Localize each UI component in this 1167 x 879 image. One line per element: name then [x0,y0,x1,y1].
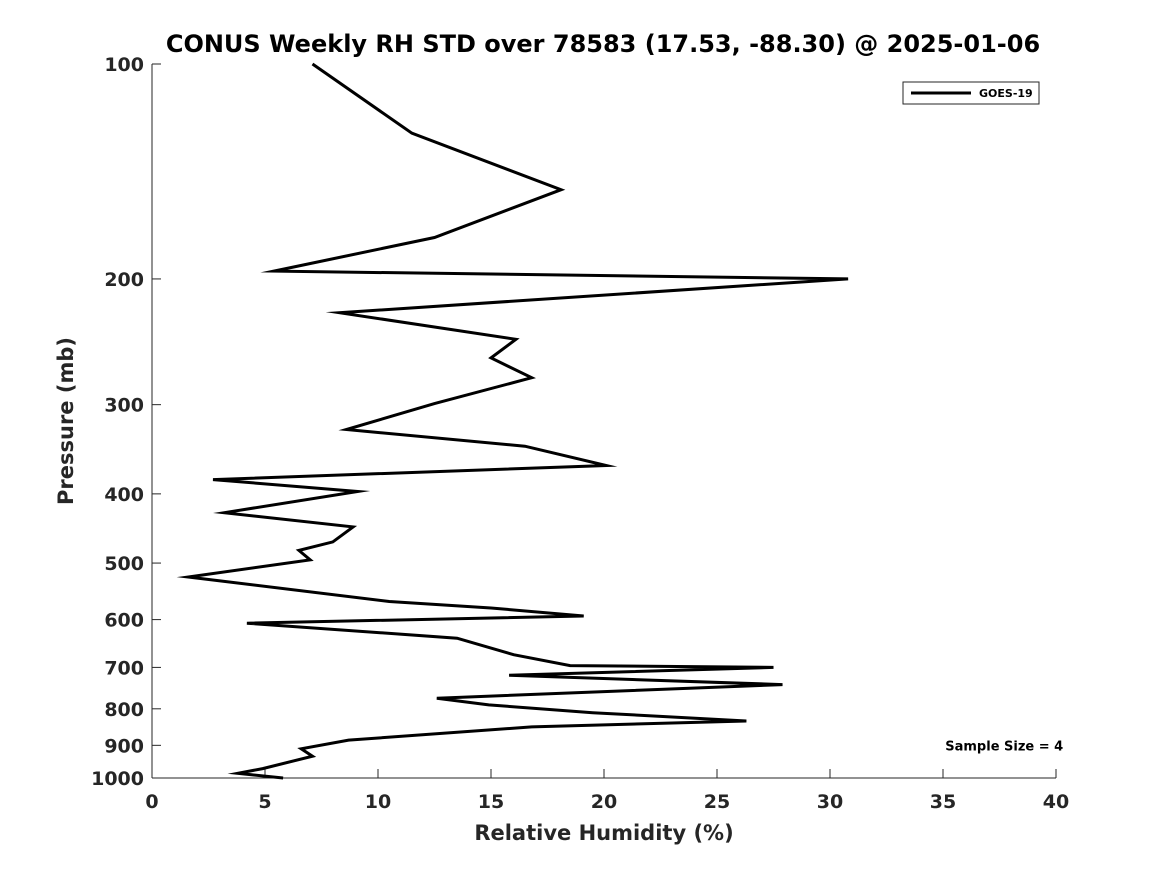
y-tick-label: 800 [104,699,144,721]
y-tick-label: 200 [104,269,144,291]
x-tick-label: 30 [817,791,843,813]
y-tick-label: 300 [104,395,144,417]
x-tick-label: 40 [1043,791,1069,813]
x-tick-label: 20 [591,791,617,813]
y-axis-label: Pressure (mb) [54,337,78,505]
series-layer [176,62,849,780]
plot-area [152,64,1056,778]
y-tick-label: 500 [104,553,144,575]
x-tick-label: 10 [365,791,391,813]
y-tick-label: 1000 [91,768,144,790]
x-axis: 0 5 10 15 20 25 30 35 40 [145,769,1069,813]
series-line [176,62,849,780]
y-tick-label: 600 [104,610,144,632]
chart-title: CONUS Weekly RH STD over 78583 (17.53, -… [166,30,1040,58]
x-tick-label: 0 [145,791,158,813]
y-tick-label: 100 [104,54,144,76]
x-tick-label: 25 [704,791,730,813]
legend: GOES-19 [902,81,1040,105]
x-tick-label: 5 [258,791,271,813]
y-axis: 100 200 300 400 500 600 700 800 900 1000 [91,54,161,790]
x-tick-label: 35 [930,791,956,813]
legend-label: GOES-19 [979,87,1033,100]
x-tick-label: 15 [478,791,504,813]
sample-size-annotation: Sample Size = 4 [945,739,1063,754]
y-tick-label: 700 [104,657,144,679]
y-tick-label: 900 [104,735,144,757]
y-tick-label: 400 [104,484,144,506]
x-axis-label: Relative Humidity (%) [474,821,733,845]
